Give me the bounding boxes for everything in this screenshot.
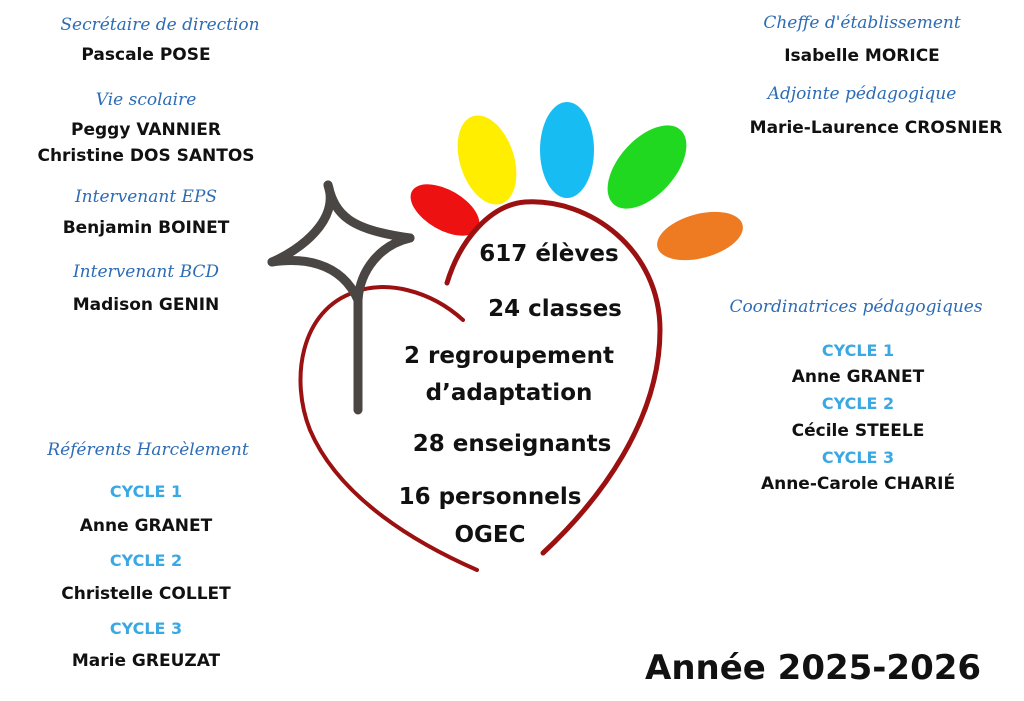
vie-scolaire-name: Peggy VANNIER [71,120,221,140]
cross-icon [267,180,415,415]
school-year: Année 2025-2026 [645,648,982,688]
eps-title: Intervenant EPS [74,187,218,207]
stat-ogec: OGEC [454,522,526,548]
harcelement-cycle: CYCLE 3 [109,619,183,638]
harcelement-name: Christelle COLLET [61,584,231,604]
harcelement-name: Marie GREUZAT [71,651,221,671]
petal-orange [657,211,743,261]
bcd-title: Intervenant BCD [72,262,220,282]
stat-adaptation: d’adaptation [425,380,593,406]
cheffe-name: Isabelle MORICE [784,46,940,66]
petal-red [410,184,480,236]
harcelement-cycle: CYCLE 1 [109,482,183,501]
coordinatrice-cycle: CYCLE 2 [821,394,895,413]
petal-green [607,125,687,209]
stat-classes: 24 classes [488,296,622,322]
stat-regroupement: 2 regroupement [404,343,614,369]
secretaire-name: Pascale POSE [81,45,211,65]
coordinatrice-cycle: CYCLE 1 [821,341,895,360]
secretaire-title: Secrétaire de direction [60,15,260,35]
stat-personnels: 16 personnels [398,484,582,510]
cheffe-title: Cheffe d'établissement [763,13,961,33]
vie-scolaire-title: Vie scolaire [95,90,197,110]
heart-outline [298,199,663,572]
eps-name: Benjamin BOINET [62,218,230,238]
harcelement-name: Anne GRANET [79,516,213,536]
coordinatrice-cycle: CYCLE 3 [821,448,895,467]
coordinatrices-title: Coordinatrices pédagogiques [729,297,983,317]
petal-yellow [457,115,517,205]
petals [410,102,743,261]
bcd-name: Madison GENIN [72,295,220,315]
harcelement-cycle: CYCLE 2 [109,551,183,570]
coordinatrice-name: Anne-Carole CHARIÉ [760,474,956,494]
harcelement-title: Référents Harcèlement [47,440,249,460]
petal-blue [540,102,594,198]
vie-scolaire-name: Christine DOS SANTOS [37,146,255,166]
stat-enseignants: 28 enseignants [412,431,612,457]
coordinatrice-name: Cécile STEELE [791,421,925,441]
stat-eleves: 617 élèves [479,241,619,267]
coordinatrice-name: Anne GRANET [791,367,925,387]
adjointe-name: Marie-Laurence CROSNIER [749,118,1003,138]
adjointe-title: Adjointe pédagogique [767,84,957,104]
